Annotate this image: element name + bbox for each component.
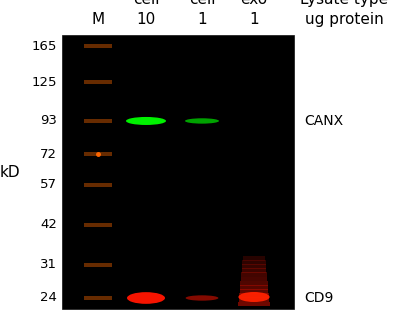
FancyBboxPatch shape [84,263,112,267]
FancyBboxPatch shape [242,260,266,265]
Text: 1: 1 [249,12,259,27]
FancyBboxPatch shape [240,281,268,286]
Text: 165: 165 [32,39,57,52]
Ellipse shape [238,292,270,302]
FancyBboxPatch shape [240,285,268,290]
Ellipse shape [185,118,219,124]
FancyBboxPatch shape [240,289,268,294]
FancyBboxPatch shape [84,80,112,84]
Text: 31: 31 [40,258,57,271]
Text: CANX: CANX [304,114,343,128]
FancyBboxPatch shape [242,268,266,273]
Text: ug protein: ug protein [305,12,383,27]
Text: 24: 24 [40,292,57,305]
FancyBboxPatch shape [239,293,269,298]
Text: cell: cell [133,0,159,7]
Text: 72: 72 [40,148,57,161]
FancyBboxPatch shape [84,183,112,187]
FancyBboxPatch shape [84,223,112,227]
Ellipse shape [127,292,165,304]
Ellipse shape [186,295,218,301]
Text: 125: 125 [32,76,57,89]
FancyBboxPatch shape [84,44,112,48]
FancyBboxPatch shape [241,277,267,282]
FancyBboxPatch shape [84,119,112,123]
FancyBboxPatch shape [243,256,265,261]
Text: 57: 57 [40,178,57,191]
Text: exo: exo [240,0,268,7]
Ellipse shape [126,117,166,125]
FancyBboxPatch shape [241,273,267,277]
FancyBboxPatch shape [238,302,270,306]
Text: 42: 42 [40,218,57,231]
Text: cell: cell [189,0,215,7]
Text: 10: 10 [136,12,156,27]
FancyBboxPatch shape [242,264,266,269]
FancyBboxPatch shape [84,296,112,300]
FancyBboxPatch shape [62,35,294,309]
Text: CD9: CD9 [304,291,333,305]
FancyBboxPatch shape [84,152,112,156]
Text: kD: kD [0,165,20,179]
Text: 93: 93 [40,115,57,128]
Text: 1: 1 [197,12,207,27]
Text: Lysate type: Lysate type [300,0,388,7]
Text: M: M [92,12,104,27]
FancyBboxPatch shape [239,297,269,302]
